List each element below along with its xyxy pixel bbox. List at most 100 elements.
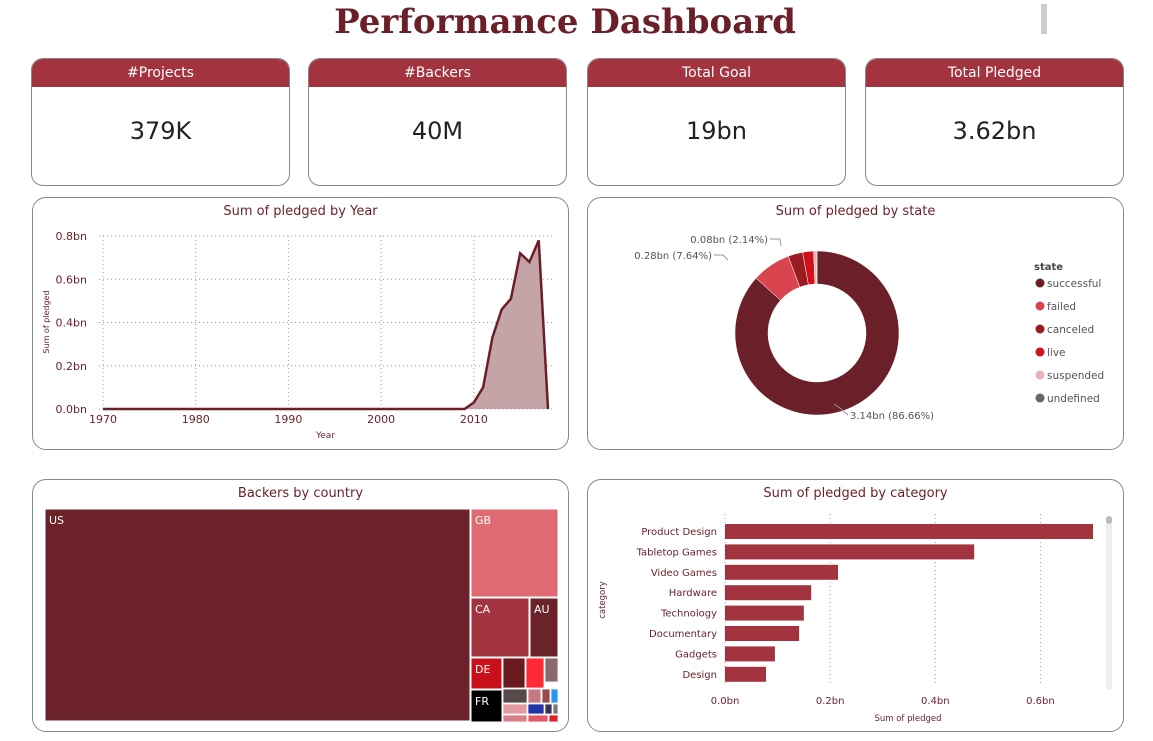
scrollbar[interactable] — [1106, 516, 1112, 690]
legend-marker — [1035, 393, 1045, 403]
kpi-label: #Projects — [32, 59, 289, 87]
bar-gadgets — [725, 646, 775, 662]
treemap-label: GB — [475, 514, 491, 527]
treemap-tile-FR — [470, 689, 503, 723]
kpi-label: #Backers — [309, 59, 566, 87]
y-tick-label: 0.2bn — [56, 360, 87, 373]
treemap-tile-small — [502, 714, 528, 723]
y-tick-label: 0.4bn — [56, 317, 87, 330]
x-tick-label: 2000 — [367, 413, 395, 426]
category-label: Documentary — [649, 629, 717, 640]
x-tick-label: 1970 — [89, 413, 117, 426]
scrollbar-thumb[interactable] — [1106, 516, 1112, 524]
kpi-card-goal: Total Goal 19bn — [587, 58, 846, 186]
x-tick-label: 1990 — [274, 413, 302, 426]
legend-title: state — [1034, 262, 1063, 273]
series-line — [103, 239, 550, 411]
treemap-label: US — [49, 514, 64, 527]
page-title: Performance Dashboard — [334, 2, 796, 42]
treemap-tile-small — [502, 657, 526, 689]
treemap-tile-AU — [529, 597, 559, 658]
kpi-value: 40M — [411, 117, 464, 145]
bar-documentary — [725, 626, 800, 641]
data-label: 0.28bn (7.64%) — [634, 251, 712, 262]
area-fill — [103, 240, 548, 409]
y-tick-label: 0.0bn — [56, 403, 87, 416]
kpi-label: Total Pledged — [866, 59, 1123, 87]
treemap-tile-small — [502, 688, 528, 704]
leader-line — [714, 254, 729, 261]
treemap-tile-US — [44, 508, 471, 722]
treemap-tile-CA — [470, 597, 530, 658]
treemap-tile-small — [541, 688, 551, 704]
bar-product-design — [725, 524, 1093, 539]
y-axis-title: category — [598, 581, 608, 619]
legend-item-canceled: canceled — [1047, 324, 1094, 336]
kpi-card-pledged: Total Pledged 3.62bn — [865, 58, 1124, 186]
kpi-card-projects: #Projects 379K — [31, 58, 290, 186]
leader-line — [770, 238, 782, 247]
chart-title: Backers by country — [237, 486, 364, 501]
legend-item-successful: successful — [1047, 278, 1101, 290]
year-chart-panel: Sum of pledged by Year 0.0bn 0.2bn 0.4bn 0.… — [32, 197, 569, 450]
treemap-tile-small — [502, 703, 528, 715]
bar-design — [725, 666, 767, 682]
x-tick-label: 2010 — [460, 413, 488, 426]
category-label: Design — [682, 670, 717, 681]
treemap-label: CA — [475, 603, 491, 616]
x-axis-title: Sum of pledged — [874, 714, 941, 724]
chart-title: Sum of pledged by category — [763, 486, 948, 501]
category-label: Video Games — [651, 568, 717, 579]
category-label: Hardware — [669, 588, 717, 599]
legend-marker — [1035, 278, 1045, 288]
treemap-label: AU — [534, 603, 550, 616]
y-axis-title: Sum of pledged — [42, 290, 51, 353]
donut-slice-undefined — [815, 250, 818, 285]
state-chart-panel: Sum of pledged by state 3.14bn (86.66%) 0… — [587, 197, 1124, 450]
bar-technology — [725, 605, 804, 621]
category-bar-chart: 0.0bn 0.2bn 0.4bn 0.6bn Product Design Tablet… — [598, 514, 1112, 724]
treemap-tile-GB — [470, 508, 559, 598]
y-tick-label: 0.8bn — [56, 230, 87, 243]
treemap-tile-small — [527, 688, 542, 704]
category-label: Gadgets — [675, 649, 717, 660]
treemap-tile-small — [544, 657, 559, 683]
treemap-tile-small — [548, 714, 559, 723]
treemap-tile-small — [525, 657, 545, 689]
bar-tabletop-games — [725, 544, 975, 560]
x-axis-title: Year — [315, 431, 335, 441]
legend-item-undefined: undefined — [1047, 393, 1100, 405]
legend-marker — [1035, 370, 1045, 380]
bar-hardware — [725, 585, 812, 601]
year-area-chart: 0.0bn 0.2bn 0.4bn 0.6bn 0.8bn 1970 1980 1990 200… — [42, 230, 553, 441]
treemap-tile-DE — [470, 657, 503, 690]
treemap-tile-small — [544, 703, 553, 715]
treemap-tile-small — [527, 714, 549, 723]
y-tick-label: 0.6bn — [56, 273, 87, 286]
legend-item-suspended: suspended — [1047, 370, 1104, 382]
legend-marker — [1035, 301, 1045, 311]
treemap-tile-small — [550, 688, 559, 704]
decorative-bar — [1041, 4, 1047, 34]
kpi-card-backers: #Backers 40M — [308, 58, 567, 186]
x-tick-label: 1980 — [182, 413, 210, 426]
x-tick-label: 0.6bn — [1026, 696, 1055, 707]
category-label: Technology — [660, 609, 717, 620]
x-tick-label: 0.4bn — [921, 696, 950, 707]
donut-slice-successful — [734, 250, 900, 416]
country-chart-panel: Backers by country US GB CA AU DE FR — [32, 479, 569, 732]
kpi-value: 19bn — [686, 117, 747, 145]
treemap-tile-small — [527, 703, 545, 715]
bar-video-games — [725, 564, 839, 580]
treemap-label: FR — [475, 695, 489, 708]
category-chart-panel: Sum of pledged by category 0.0bn 0.2bn 0.4… — [587, 479, 1124, 732]
kpi-label: Total Goal — [588, 59, 845, 87]
chart-title: Sum of pledged by Year — [223, 204, 378, 219]
country-treemap: US GB CA AU DE FR — [44, 508, 559, 723]
legend-marker — [1035, 324, 1045, 334]
treemap-tile-small — [552, 703, 559, 715]
legend-marker — [1035, 347, 1045, 357]
legend-item-failed: failed — [1047, 301, 1076, 313]
state-donut-chart: 3.14bn (86.66%) 0.28bn (7.64%) 0.08bn (2.1… — [634, 235, 1104, 422]
leader-line — [833, 403, 849, 416]
